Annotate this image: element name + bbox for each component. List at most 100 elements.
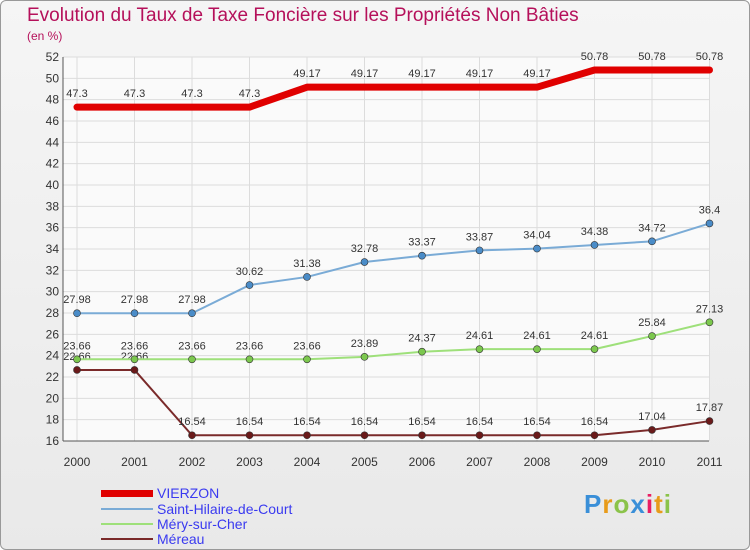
data-point bbox=[533, 431, 541, 440]
data-label: 23.89 bbox=[351, 338, 379, 350]
y-tick-label: 24 bbox=[46, 349, 60, 363]
series-line-2 bbox=[76, 321, 711, 361]
data-label: 33.87 bbox=[466, 231, 494, 243]
data-label: 23.66 bbox=[178, 340, 206, 352]
data-point bbox=[648, 332, 656, 340]
data-label: 16.54 bbox=[523, 416, 551, 428]
x-tick-label: 2001 bbox=[121, 455, 148, 469]
data-label: 23.66 bbox=[236, 340, 264, 352]
y-tick-label: 28 bbox=[46, 306, 60, 320]
data-label: 47.3 bbox=[124, 88, 145, 100]
y-tick-label: 26 bbox=[46, 327, 60, 341]
data-point bbox=[188, 309, 196, 318]
logo-letter: t bbox=[654, 489, 664, 519]
data-label: 23.66 bbox=[63, 340, 91, 352]
data-label: 16.54 bbox=[466, 416, 494, 428]
legend-label-mereau: Méreau bbox=[157, 531, 205, 547]
x-tick-label: 2000 bbox=[64, 455, 91, 469]
y-tick-label: 44 bbox=[46, 135, 60, 149]
series-line-3 bbox=[76, 368, 711, 437]
data-label: 23.66 bbox=[293, 340, 321, 352]
data-point bbox=[245, 355, 254, 364]
data-label: 49.17 bbox=[293, 68, 321, 80]
x-tick-label: 2005 bbox=[351, 455, 378, 469]
data-label: 49.17 bbox=[351, 68, 379, 80]
data-point bbox=[418, 251, 426, 260]
x-tick-label: 2007 bbox=[466, 455, 493, 469]
data-label: 49.17 bbox=[466, 68, 494, 80]
series-line-1 bbox=[76, 222, 711, 315]
data-label: 25.84 bbox=[638, 317, 666, 329]
data-label: 50.78 bbox=[581, 51, 609, 63]
data-point bbox=[590, 241, 599, 249]
data-point bbox=[705, 318, 714, 327]
data-point bbox=[188, 431, 196, 440]
data-label: 24.61 bbox=[466, 330, 494, 342]
data-label: 49.17 bbox=[408, 68, 436, 80]
y-tick-label: 18 bbox=[46, 413, 60, 427]
logo-letter: i bbox=[663, 489, 672, 519]
legend-swatch-saint-hilaire bbox=[101, 508, 153, 510]
legend-item-mereau: Méreau bbox=[101, 531, 204, 547]
data-label: 47.3 bbox=[66, 88, 87, 100]
data-point bbox=[303, 431, 311, 440]
data-label: 27.13 bbox=[696, 303, 724, 315]
logo-letter: P bbox=[584, 489, 603, 519]
data-label: 49.17 bbox=[523, 68, 551, 80]
data-label: 16.54 bbox=[236, 416, 264, 428]
data-label: 47.3 bbox=[181, 88, 202, 100]
y-tick-label: 22 bbox=[46, 370, 60, 384]
data-point bbox=[590, 431, 599, 440]
data-point bbox=[705, 219, 714, 228]
data-point bbox=[130, 355, 139, 364]
data-point bbox=[188, 355, 196, 364]
data-point bbox=[245, 431, 254, 440]
data-label: 36.4 bbox=[699, 204, 720, 216]
data-label: 50.78 bbox=[696, 51, 724, 63]
data-label: 17.04 bbox=[638, 411, 666, 423]
x-tick-label: 2008 bbox=[524, 455, 551, 469]
logo-letter: o bbox=[613, 489, 631, 519]
data-label: 16.54 bbox=[581, 416, 609, 428]
data-point bbox=[73, 355, 81, 364]
data-label: 33.37 bbox=[408, 237, 436, 249]
data-point bbox=[648, 237, 656, 246]
y-tick-label: 38 bbox=[46, 199, 60, 213]
data-label: 34.72 bbox=[638, 222, 666, 234]
data-label: 27.98 bbox=[121, 294, 149, 306]
data-point bbox=[360, 258, 369, 266]
data-point bbox=[705, 417, 714, 425]
legend-item-mery: Méry-sur-Cher bbox=[101, 516, 247, 532]
data-point bbox=[533, 345, 541, 353]
data-point bbox=[418, 431, 426, 440]
data-label: 27.98 bbox=[178, 294, 206, 306]
logo-letter: r bbox=[602, 489, 614, 519]
legend-swatch-mereau bbox=[101, 538, 153, 540]
data-label: 16.54 bbox=[293, 416, 321, 428]
series-line-0 bbox=[73, 66, 713, 111]
data-label: 34.38 bbox=[581, 226, 609, 238]
data-label: 24.61 bbox=[581, 330, 609, 342]
logo-letter: i bbox=[645, 489, 655, 519]
legend-label-vierzon: VIERZON bbox=[157, 485, 220, 501]
data-label: 50.78 bbox=[638, 51, 666, 63]
data-label: 31.38 bbox=[293, 258, 321, 270]
legend-label-saint-hilaire: Saint-Hilaire-de-Court bbox=[157, 501, 293, 517]
data-label: 30.62 bbox=[236, 266, 264, 278]
data-point bbox=[475, 246, 484, 255]
y-tick-label: 16 bbox=[46, 434, 60, 448]
data-label: 34.04 bbox=[523, 230, 551, 242]
x-tick-label: 2011 bbox=[697, 455, 723, 469]
data-label: 24.37 bbox=[408, 333, 436, 345]
data-point bbox=[303, 273, 311, 281]
chart-title: Evolution du Taux de Taxe Foncière sur l… bbox=[27, 5, 579, 26]
data-label: 32.78 bbox=[351, 243, 379, 255]
y-tick-label: 30 bbox=[46, 285, 60, 299]
data-label: 47.3 bbox=[239, 88, 260, 100]
data-label: 24.61 bbox=[523, 330, 551, 342]
x-tick-label: 2002 bbox=[179, 455, 206, 469]
data-point bbox=[130, 309, 139, 318]
data-point bbox=[360, 431, 369, 440]
data-label: 16.54 bbox=[178, 416, 206, 428]
data-point bbox=[73, 366, 81, 374]
